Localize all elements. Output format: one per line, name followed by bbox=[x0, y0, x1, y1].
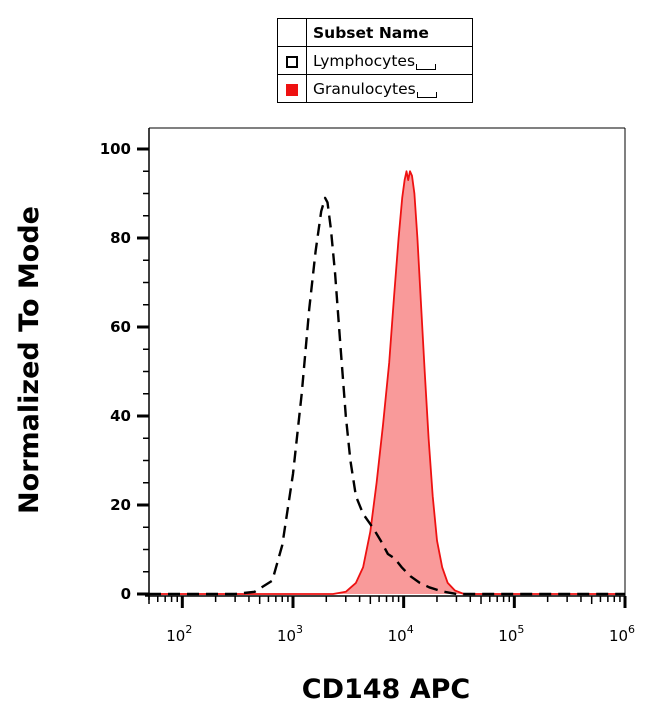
granulocytes-swatch bbox=[286, 83, 298, 96]
x-tick-label: 103 bbox=[277, 623, 303, 645]
legend-item-granulocytes: Granulocytes bbox=[277, 74, 473, 103]
y-tick-label: 40 bbox=[110, 407, 131, 425]
lymphocytes-line bbox=[149, 196, 625, 596]
y-axis-title: Normalized To Mode bbox=[14, 206, 45, 514]
granulocytes-area bbox=[149, 171, 625, 595]
y-tick-label: 100 bbox=[100, 140, 131, 158]
y-tick-label: 20 bbox=[110, 496, 131, 514]
x-tick-label: 106 bbox=[609, 623, 635, 645]
series-layer bbox=[149, 170, 625, 596]
plot-frame bbox=[145, 127, 626, 600]
x-axis-title: CD148 APC bbox=[302, 674, 471, 705]
x-tick-label: 102 bbox=[166, 623, 192, 645]
axis-ticks: 0 20 40 60 80 100 102 103 104 105 106 bbox=[100, 140, 635, 645]
lymphocytes-swatch bbox=[286, 55, 298, 68]
y-tick-label: 0 bbox=[121, 585, 131, 603]
x-tick-label: 104 bbox=[388, 623, 414, 645]
granulocytes-line bbox=[149, 170, 625, 595]
y-tick-label: 60 bbox=[110, 318, 131, 336]
legend-label-granulocytes: Granulocytes bbox=[313, 79, 416, 98]
legend: Subset Name Lymphocytes Granulocytes bbox=[277, 18, 473, 103]
y-tick-label: 80 bbox=[110, 229, 131, 247]
legend-marker-tail bbox=[416, 63, 437, 70]
x-tick-label: 105 bbox=[498, 623, 524, 645]
legend-marker-tail bbox=[416, 91, 437, 98]
legend-label-lymphocytes: Lymphocytes bbox=[313, 51, 416, 70]
